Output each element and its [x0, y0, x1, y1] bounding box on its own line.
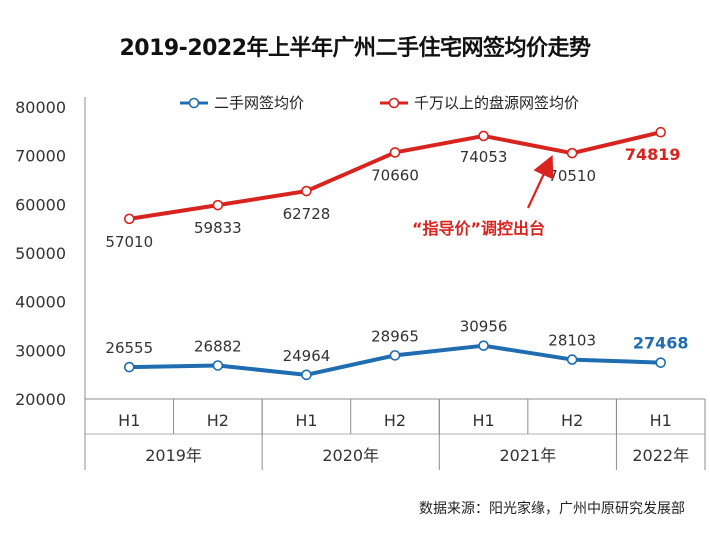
series-1-point [389, 147, 401, 158]
series-0-point [301, 369, 312, 381]
y-tick-label: 40000 [15, 293, 66, 312]
series-0-point [123, 361, 135, 373]
series-0-point [566, 354, 578, 365]
legend-swatch-marker [188, 97, 200, 109]
series-0-point [389, 350, 401, 361]
x-group-label: 2020年 [322, 446, 379, 465]
data-label: 27468 [633, 334, 689, 353]
data-label: 59833 [194, 219, 242, 237]
series-0-point [478, 340, 489, 351]
data-source-note: 数据来源：阳光家缘，广州中原研究发展部 [419, 501, 685, 517]
x-group-label: 2022年 [632, 446, 689, 465]
data-label: 70660 [371, 166, 419, 184]
y-tick-label: 20000 [15, 390, 66, 409]
x-tick-label: H2 [207, 411, 229, 430]
y-tick-label: 30000 [15, 341, 66, 360]
data-label: 70510 [548, 167, 596, 185]
series-1-point [566, 147, 578, 159]
series-1-point [212, 199, 224, 211]
x-group-label: 2021年 [499, 446, 556, 465]
series-layer: 26555 26882 24964 28965 30956 28103 27468 57010… [105, 126, 689, 381]
legend: 二手网签均价 千万以上的盘源网签均价 [180, 94, 579, 112]
x-tick-label: H1 [295, 411, 317, 430]
legend-swatch-marker [388, 97, 400, 109]
annotation-arrow [527, 155, 554, 209]
data-label: 28965 [371, 327, 419, 345]
legend-label: 二手网签均价 [214, 94, 304, 112]
series-1-point [655, 126, 667, 138]
legend-label: 千万以上的盘源网签均价 [414, 94, 579, 112]
data-label: 24964 [283, 347, 331, 365]
x-axis: H1 H2 H1 H2 H1 H2 H1 2019年 2020年 2021年 2022年 [85, 398, 706, 470]
series-1-point [478, 130, 489, 142]
x-tick-label: H1 [650, 411, 672, 430]
data-label: 74053 [460, 148, 508, 166]
chart-title: 2019-2022年上半年广州二手住宅网签均价走势 [119, 36, 591, 61]
data-label: 28103 [548, 332, 596, 350]
x-tick-label: H2 [384, 411, 406, 430]
annotation-group: “指导价”调控出台 [412, 155, 554, 238]
series-0-point [655, 357, 667, 368]
x-tick-label: H1 [118, 411, 140, 430]
data-label: 26882 [194, 338, 242, 356]
x-tick-label: H2 [561, 411, 583, 430]
series-0-point [212, 360, 224, 371]
data-label: 26555 [105, 339, 153, 357]
x-tick-label: H1 [472, 411, 494, 430]
y-tick-label: 70000 [15, 147, 66, 166]
data-label: 62728 [283, 205, 331, 223]
data-label: 30956 [460, 318, 508, 336]
series-1-point [123, 213, 135, 225]
y-axis: 20000 30000 40000 50000 60000 70000 80000 [15, 97, 86, 470]
series-1-point [301, 185, 312, 197]
y-tick-label: 60000 [15, 195, 66, 214]
data-label: 57010 [105, 233, 153, 251]
y-tick-label: 50000 [15, 244, 66, 263]
annotation-text: “指导价”调控出台 [412, 219, 545, 238]
y-tick-label: 80000 [15, 98, 66, 117]
x-group-label: 2019年 [145, 446, 202, 465]
data-label: 74819 [625, 145, 681, 164]
